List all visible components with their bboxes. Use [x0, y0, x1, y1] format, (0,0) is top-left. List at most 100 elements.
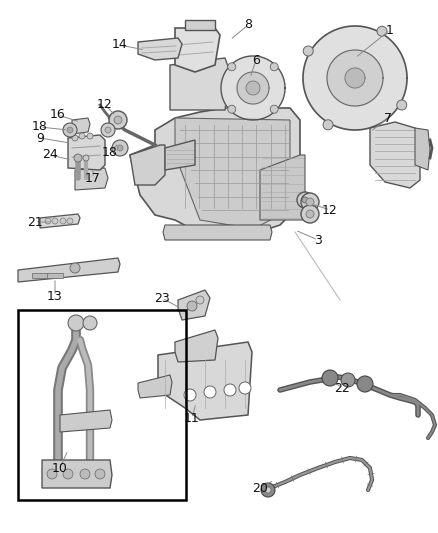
Circle shape — [377, 26, 387, 36]
Circle shape — [228, 105, 236, 113]
Circle shape — [204, 386, 216, 398]
Polygon shape — [40, 214, 80, 228]
Circle shape — [109, 111, 127, 129]
Polygon shape — [303, 26, 407, 130]
Text: 14: 14 — [112, 38, 128, 52]
Text: 22: 22 — [334, 382, 350, 394]
Circle shape — [239, 382, 251, 394]
Text: 8: 8 — [244, 19, 252, 31]
Circle shape — [228, 63, 236, 71]
Text: 16: 16 — [50, 109, 66, 122]
Circle shape — [72, 135, 78, 141]
Text: 18: 18 — [102, 146, 118, 158]
Circle shape — [101, 123, 115, 137]
Polygon shape — [68, 135, 105, 170]
Circle shape — [261, 483, 275, 497]
Polygon shape — [175, 118, 290, 228]
Polygon shape — [163, 225, 272, 240]
Circle shape — [79, 133, 85, 139]
Polygon shape — [18, 258, 120, 282]
Text: 13: 13 — [47, 289, 63, 303]
Polygon shape — [327, 50, 383, 106]
Circle shape — [74, 154, 82, 162]
Circle shape — [303, 46, 313, 56]
Circle shape — [322, 370, 338, 386]
Circle shape — [63, 469, 73, 479]
Circle shape — [270, 105, 278, 113]
Polygon shape — [221, 56, 285, 120]
Circle shape — [270, 63, 278, 71]
Circle shape — [357, 376, 373, 392]
Polygon shape — [42, 460, 112, 488]
Circle shape — [187, 301, 197, 311]
Polygon shape — [345, 68, 365, 88]
Text: 7: 7 — [384, 111, 392, 125]
Polygon shape — [175, 330, 218, 362]
Text: 10: 10 — [52, 462, 68, 474]
Circle shape — [224, 384, 236, 396]
Circle shape — [114, 116, 122, 124]
Circle shape — [117, 145, 123, 151]
Text: 21: 21 — [27, 215, 43, 229]
Text: 20: 20 — [252, 481, 268, 495]
Circle shape — [67, 127, 73, 133]
Circle shape — [297, 192, 313, 208]
Polygon shape — [138, 38, 182, 60]
Circle shape — [112, 140, 128, 156]
Polygon shape — [130, 145, 165, 185]
Circle shape — [184, 389, 196, 401]
Text: 1: 1 — [386, 23, 394, 36]
Circle shape — [63, 123, 77, 137]
Circle shape — [397, 100, 407, 110]
Polygon shape — [370, 122, 420, 188]
Polygon shape — [170, 58, 230, 110]
Circle shape — [341, 373, 355, 387]
Text: 12: 12 — [322, 204, 338, 216]
Text: 6: 6 — [252, 53, 260, 67]
Polygon shape — [158, 342, 252, 420]
Polygon shape — [185, 20, 215, 30]
Polygon shape — [175, 28, 220, 72]
Circle shape — [47, 469, 57, 479]
Polygon shape — [165, 140, 195, 170]
Polygon shape — [75, 168, 108, 190]
Polygon shape — [178, 290, 210, 320]
Text: 11: 11 — [184, 411, 200, 424]
Text: 9: 9 — [36, 132, 44, 144]
Polygon shape — [130, 108, 300, 230]
Text: 23: 23 — [154, 292, 170, 304]
Circle shape — [301, 205, 319, 223]
Circle shape — [52, 218, 58, 224]
Circle shape — [95, 469, 105, 479]
Polygon shape — [237, 72, 269, 104]
Polygon shape — [260, 155, 305, 220]
Polygon shape — [415, 128, 430, 170]
Circle shape — [60, 218, 66, 224]
Text: 3: 3 — [314, 233, 322, 246]
Circle shape — [68, 315, 84, 331]
Bar — [32, 273, 48, 278]
Circle shape — [302, 197, 308, 203]
Text: 17: 17 — [85, 172, 101, 184]
Circle shape — [306, 198, 314, 206]
Circle shape — [246, 81, 260, 95]
Circle shape — [70, 263, 80, 273]
Circle shape — [306, 210, 314, 218]
Circle shape — [67, 218, 73, 224]
Circle shape — [80, 469, 90, 479]
Text: 24: 24 — [42, 149, 58, 161]
Text: 12: 12 — [97, 99, 113, 111]
Text: 18: 18 — [32, 120, 48, 133]
Circle shape — [323, 120, 333, 130]
Polygon shape — [72, 118, 90, 134]
Bar — [47, 273, 63, 278]
Polygon shape — [138, 375, 172, 398]
Circle shape — [196, 296, 204, 304]
Circle shape — [87, 133, 93, 139]
Circle shape — [301, 193, 319, 211]
Circle shape — [83, 155, 89, 161]
Circle shape — [105, 127, 111, 133]
Circle shape — [83, 316, 97, 330]
Polygon shape — [60, 410, 112, 432]
Bar — [18, 310, 186, 500]
